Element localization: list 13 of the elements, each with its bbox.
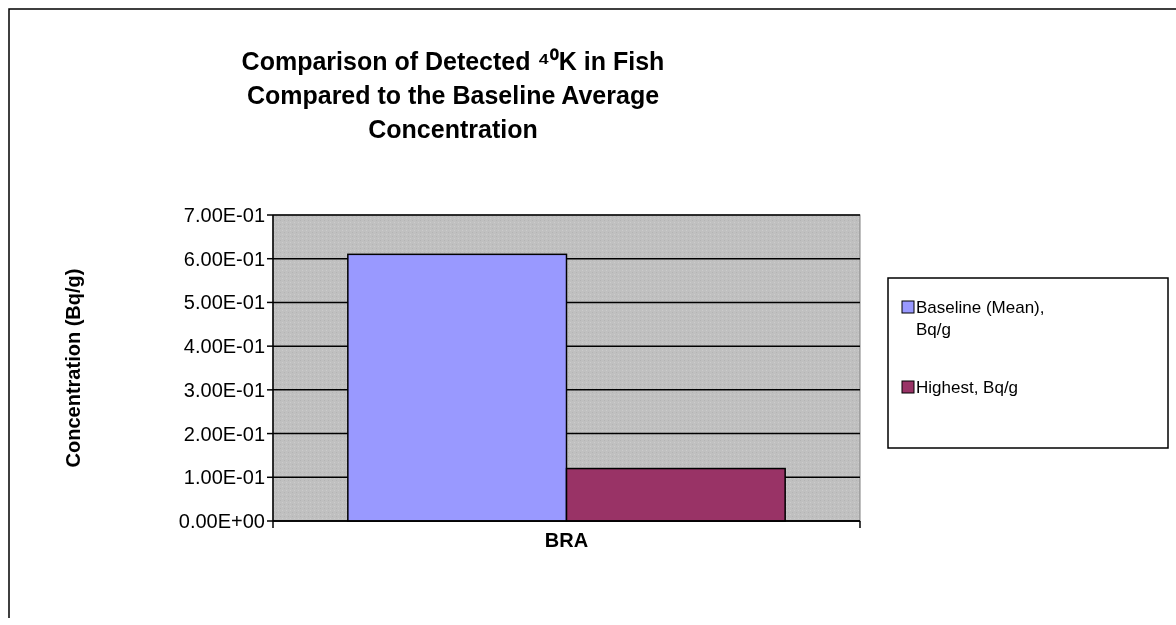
y-tick-label: 2.00E-01: [183, 422, 265, 445]
y-tick-label: 0.00E+00: [178, 510, 265, 532]
chart-title: Comparison of Detected ⁴⁰K in Fish Compared to the Baseline Average Concentration: [241, 47, 665, 143]
y-tick-label: 6.00E-01: [183, 247, 265, 270]
y-tick-label: 7.00E-01: [183, 204, 265, 226]
y-tick-label: 5.00E-01: [183, 291, 265, 314]
legend-label: Highest, Bq/g: [916, 378, 1019, 397]
y-tick-label: 1.00E-01: [183, 466, 265, 489]
x-tick-label: BRA: [544, 529, 589, 551]
legend-label: Baseline (Mean), Bq/g: [916, 298, 1045, 339]
y-tick-label: 4.00E-01: [183, 335, 265, 358]
y-tick-label: 3.00E-01: [183, 378, 265, 401]
y-axis-title: Concentration (Bq/g): [62, 268, 84, 468]
